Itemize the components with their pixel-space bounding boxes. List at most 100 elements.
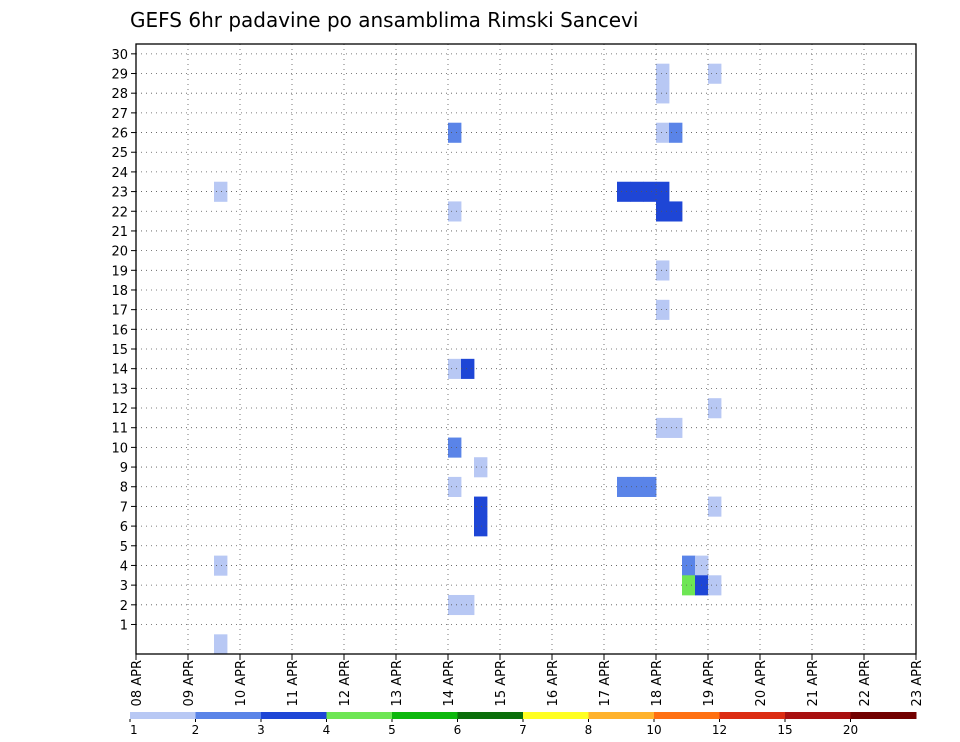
y-tick-label: 12 <box>111 402 128 417</box>
x-tick-label: 20 APR <box>754 660 769 706</box>
colorbar-swatch <box>523 712 589 719</box>
y-tick-label: 25 <box>111 146 128 161</box>
precip-cell <box>643 181 657 202</box>
precip-cell <box>448 358 462 379</box>
grid-lines <box>136 44 916 654</box>
y-tick-label: 19 <box>111 264 128 279</box>
precip-cell <box>656 201 670 222</box>
precip-cell <box>643 476 657 497</box>
precip-cell <box>669 417 683 438</box>
y-tick-label: 10 <box>111 441 128 456</box>
precip-cell <box>656 83 670 104</box>
colorbar-swatch <box>785 712 851 719</box>
colorbar-swatch <box>719 712 786 719</box>
colorbar-label: 7 <box>519 723 527 737</box>
x-axis: 08 APR 09 APR 10 APR 11 APR 12 APR 13 APR 14 A… <box>130 654 925 706</box>
precip-cell <box>656 260 670 281</box>
x-tick-label: 18 APR <box>650 660 665 706</box>
colorbar-label: 1 <box>130 723 138 737</box>
precip-cell <box>214 555 228 576</box>
y-tick-label: 30 <box>111 48 128 63</box>
precip-cell <box>448 476 462 497</box>
x-tick-label: 09 APR <box>182 660 197 706</box>
x-tick-label: 11 APR <box>286 660 301 706</box>
y-tick-label: 20 <box>111 245 128 260</box>
colorbar-swatch <box>588 712 655 719</box>
x-tick-label: 15 APR <box>494 660 509 706</box>
precip-cell <box>656 63 670 84</box>
y-tick-label: 26 <box>111 127 128 142</box>
x-tick-label: 22 APR <box>858 660 873 706</box>
precip-cell <box>708 63 722 84</box>
precip-cell <box>682 575 696 596</box>
colorbar-label: 12 <box>712 723 727 737</box>
y-tick-label: 27 <box>111 107 128 122</box>
x-tick-label: 17 APR <box>598 660 613 706</box>
y-tick-label: 9 <box>120 461 128 476</box>
y-tick-label: 29 <box>111 68 128 83</box>
y-tick-label: 8 <box>120 481 128 496</box>
colorbar-label: 15 <box>777 723 792 737</box>
y-tick-label: 24 <box>111 166 128 181</box>
x-tick-label: 13 APR <box>390 660 405 706</box>
y-tick-label: 3 <box>120 579 128 594</box>
cells-layer <box>214 63 722 655</box>
y-tick-label: 28 <box>111 87 128 102</box>
y-tick-label: 2 <box>120 599 128 614</box>
colorbar-swatch <box>261 712 327 719</box>
colorbar-swatch <box>392 712 458 719</box>
x-tick-label: 14 APR <box>442 660 457 706</box>
y-tick-label: 4 <box>120 559 128 574</box>
precip-cell <box>656 181 670 202</box>
y-tick-label: 11 <box>111 422 128 437</box>
y-tick-label: 13 <box>111 382 128 397</box>
precip-cell <box>708 398 722 419</box>
y-tick-label: 14 <box>111 363 128 378</box>
precip-cell <box>474 516 488 537</box>
y-tick-label: 23 <box>111 186 128 201</box>
precip-cell <box>474 496 488 517</box>
y-tick-label: 18 <box>111 284 128 299</box>
precip-cell <box>448 122 462 143</box>
y-tick-label: 6 <box>120 520 128 535</box>
x-tick-label: 21 APR <box>806 660 821 706</box>
precip-cell <box>669 201 683 222</box>
precip-cell <box>461 358 475 379</box>
precip-cell <box>656 417 670 438</box>
precip-cell <box>708 496 722 517</box>
precip-cell <box>214 634 228 655</box>
x-tick-label: 19 APR <box>702 660 717 706</box>
colorbar-label: 8 <box>585 723 593 737</box>
x-tick-label: 10 APR <box>234 660 249 706</box>
colorbar-label: 5 <box>388 723 396 737</box>
x-tick-label: 16 APR <box>546 660 561 706</box>
precip-cell <box>617 181 631 202</box>
colorbar-swatch <box>654 712 720 719</box>
x-tick-label: 08 APR <box>130 660 145 706</box>
precip-cell <box>708 575 722 596</box>
y-tick-label: 15 <box>111 343 128 358</box>
y-tick-label: 1 <box>120 618 128 633</box>
colorbar: 1 2 3 4 5 6 7 8 10 12 15 20 <box>129 712 917 737</box>
colorbar-label: 10 <box>646 723 661 737</box>
y-tick-label: 21 <box>111 225 128 240</box>
x-tick-label: 23 APR <box>910 660 925 706</box>
precip-cell <box>656 299 670 320</box>
precip-cell <box>474 457 488 478</box>
colorbar-swatch <box>850 712 917 719</box>
precip-cell <box>669 122 683 143</box>
precip-cell <box>461 594 475 616</box>
chart-title: GEFS 6hr padavine po ansamblima Rimski S… <box>130 8 638 32</box>
y-tick-label: 17 <box>111 304 128 319</box>
colorbar-label: 4 <box>323 723 331 737</box>
precip-cell <box>214 181 228 202</box>
y-tick-label: 7 <box>120 500 128 515</box>
precip-cell <box>448 594 462 616</box>
colorbar-swatch <box>457 712 524 719</box>
colorbar-swatch <box>326 712 393 719</box>
colorbar-label: 3 <box>257 723 265 737</box>
precip-cell <box>448 437 462 458</box>
colorbar-swatch <box>130 712 196 719</box>
colorbar-label: 2 <box>192 723 200 737</box>
